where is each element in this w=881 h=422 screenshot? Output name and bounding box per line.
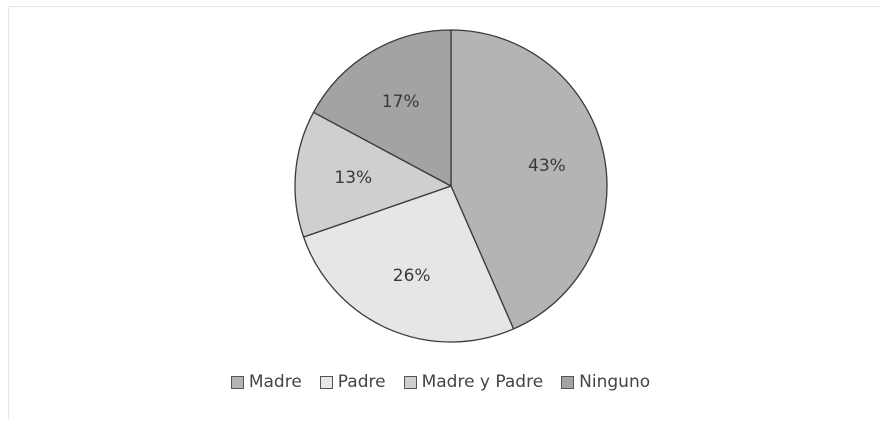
data-label-padre: 26% — [393, 266, 431, 286]
pie-slice-madre — [450, 29, 608, 330]
legend-swatch-padre — [319, 375, 333, 389]
legend-label-madre: Madre — [248, 372, 302, 392]
pie-slice-madre-y-padre — [294, 111, 452, 238]
data-label-madre-y-padre: 13% — [334, 168, 372, 188]
data-label-ninguno: 17% — [382, 92, 420, 112]
pie-slice-ninguno — [312, 29, 452, 187]
legend-label-padre: Padre — [337, 372, 386, 392]
legend-item-ninguno: Ninguno — [561, 372, 650, 392]
legend-swatch-madre-y-padre — [403, 375, 417, 389]
legend-item-madre-y-padre: Madre y Padre — [403, 372, 544, 392]
legend-item-madre: Madre — [230, 372, 302, 392]
legend-swatch-ninguno — [561, 375, 575, 389]
legend-label-ninguno: Ninguno — [579, 372, 651, 392]
data-label-madre: 43% — [528, 156, 566, 176]
legend: Madre Padre Madre y Padre Ninguno — [0, 372, 881, 392]
legend-label-madre-y-padre: Madre y Padre — [421, 372, 544, 392]
chart-frame — [8, 6, 880, 420]
legend-item-padre: Padre — [319, 372, 386, 392]
pie-slice-padre — [302, 185, 515, 343]
legend-swatch-madre — [230, 375, 244, 389]
